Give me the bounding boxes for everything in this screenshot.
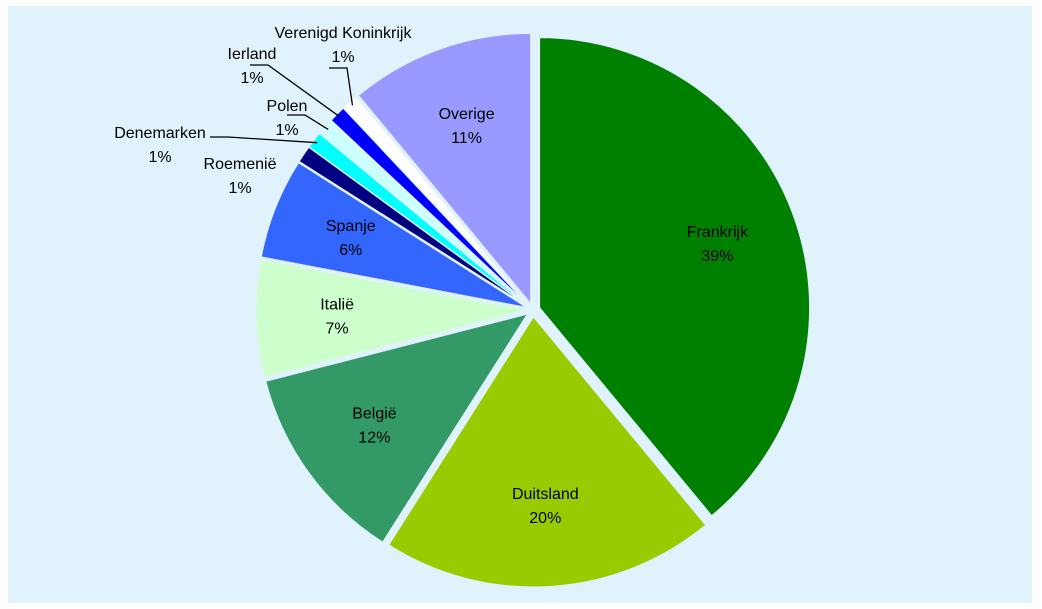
slice-label: Ierland (228, 46, 277, 63)
pie-slice (265, 313, 529, 543)
slice-label: Roemenië (204, 156, 277, 173)
slice-value-label: 7% (326, 320, 349, 337)
pie-slice (539, 37, 811, 517)
slice-value-label: 1% (275, 122, 298, 139)
slice-label: Overige (439, 106, 495, 123)
slice-value-label: 12% (358, 429, 390, 446)
slice-value-label: 1% (331, 49, 354, 66)
slice-label: België (352, 405, 397, 422)
slice-value-label: 39% (701, 248, 733, 265)
slice-value-label: 20% (529, 510, 561, 527)
slice-label: Italië (320, 296, 354, 313)
pie-slice (260, 162, 527, 308)
slice-value-label: 11% (451, 130, 482, 147)
slice-value-label: 1% (228, 180, 251, 197)
slice-value-label: 1% (148, 149, 171, 166)
leader-line (329, 67, 354, 106)
leader-line (287, 114, 329, 131)
pie-slice (342, 96, 529, 306)
slice-value-label: 1% (240, 70, 263, 87)
leader-line (210, 136, 318, 144)
pie-slice (255, 259, 527, 378)
slice-label: Duitsland (512, 486, 579, 503)
slice-label: Verenigd Koninkrijk (275, 25, 413, 42)
pie-slice (357, 32, 532, 305)
slice-label: Spanje (326, 218, 376, 235)
slice-value-label: 6% (339, 242, 362, 259)
pie-slice (388, 316, 707, 588)
leader-line (250, 64, 341, 118)
slice-label: Denemarken (114, 125, 206, 142)
slice-label: Polen (267, 98, 308, 115)
slice-label: Frankrijk (687, 224, 749, 241)
